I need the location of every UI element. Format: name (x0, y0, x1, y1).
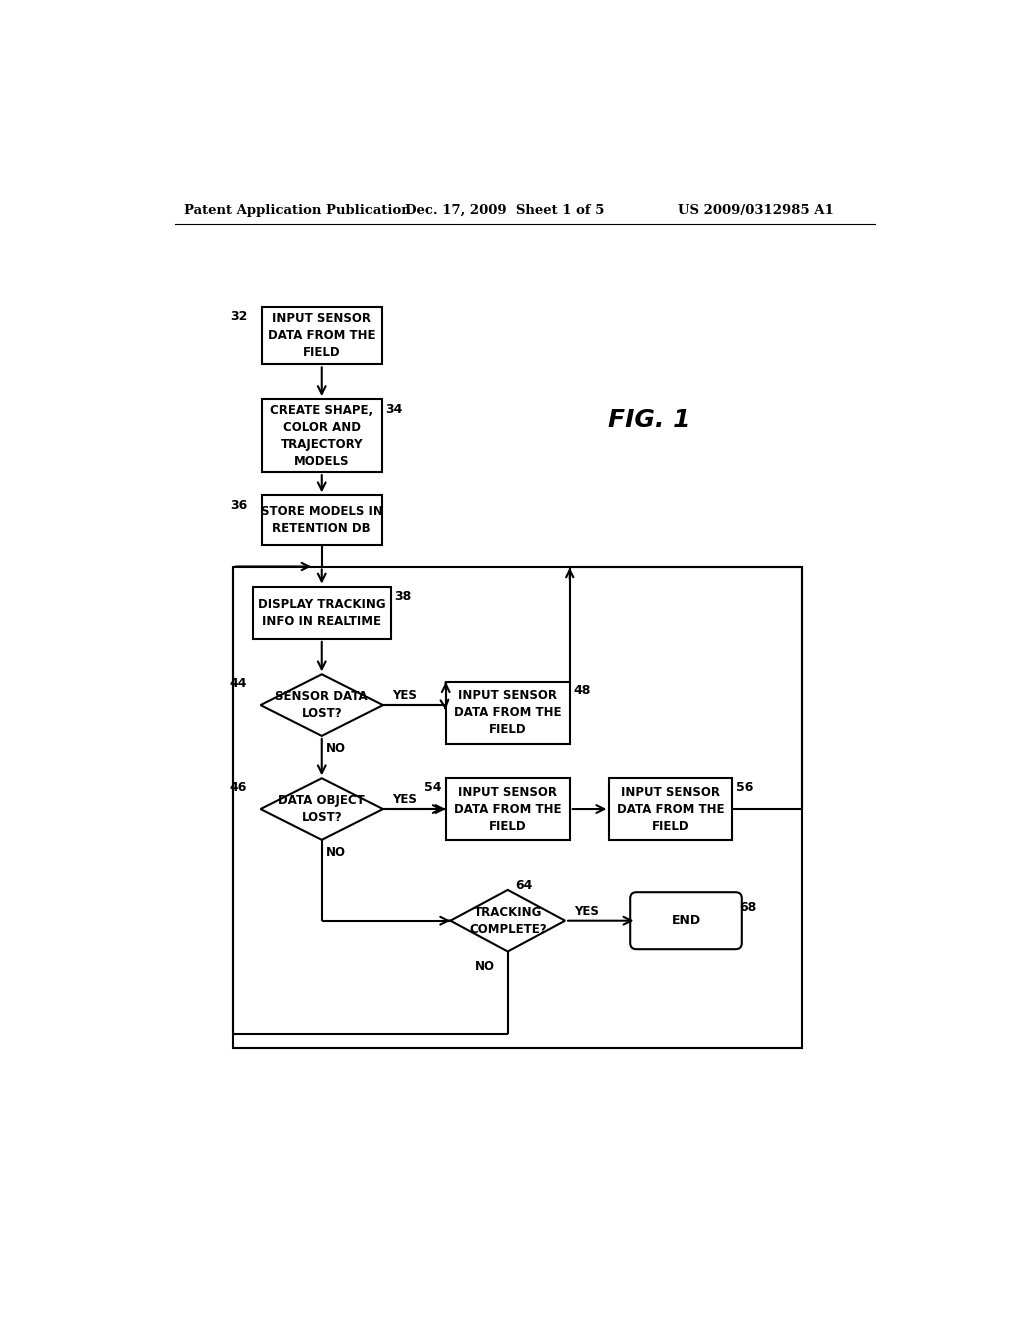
Text: NO: NO (474, 961, 495, 973)
Bar (445, 682, 569, 743)
Text: 32: 32 (230, 310, 248, 323)
Bar (262, 399, 382, 473)
Text: INPUT SENSOR
DATA FROM THE
FIELD: INPUT SENSOR DATA FROM THE FIELD (268, 312, 376, 359)
Bar (262, 306, 382, 364)
Bar (609, 779, 732, 840)
Text: DISPLAY TRACKING
INFO IN REALTIME: DISPLAY TRACKING INFO IN REALTIME (258, 598, 386, 628)
Text: 46: 46 (229, 780, 247, 793)
Text: CREATE SHAPE,
COLOR AND
TRAJECTORY
MODELS: CREATE SHAPE, COLOR AND TRAJECTORY MODEL… (270, 404, 374, 467)
Text: 64: 64 (515, 879, 532, 892)
Text: 68: 68 (739, 900, 757, 913)
Text: 34: 34 (386, 403, 403, 416)
Text: SENSOR DATA
LOST?: SENSOR DATA LOST? (275, 690, 368, 721)
Text: NO: NO (326, 846, 346, 859)
Text: 38: 38 (394, 590, 412, 603)
Text: 48: 48 (573, 684, 591, 697)
Text: YES: YES (574, 906, 599, 917)
FancyBboxPatch shape (630, 892, 741, 949)
Text: STORE MODELS IN
RETENTION DB: STORE MODELS IN RETENTION DB (261, 506, 383, 536)
Text: 56: 56 (735, 780, 753, 793)
Text: NO: NO (326, 742, 346, 755)
Bar (262, 495, 382, 545)
Polygon shape (260, 675, 383, 737)
Text: INPUT SENSOR
DATA FROM THE
FIELD: INPUT SENSOR DATA FROM THE FIELD (454, 689, 561, 737)
Text: 36: 36 (230, 499, 248, 512)
Text: 44: 44 (229, 677, 247, 689)
Bar (232, 566, 802, 1048)
Text: YES: YES (392, 793, 417, 807)
Text: Patent Application Publication: Patent Application Publication (183, 205, 411, 218)
Text: INPUT SENSOR
DATA FROM THE
FIELD: INPUT SENSOR DATA FROM THE FIELD (454, 785, 561, 833)
Text: 54: 54 (424, 780, 442, 793)
Text: END: END (672, 915, 700, 927)
Bar (445, 779, 569, 840)
Text: YES: YES (392, 689, 417, 702)
Bar (253, 586, 391, 639)
Text: TRACKING
COMPLETE?: TRACKING COMPLETE? (469, 906, 547, 936)
Polygon shape (451, 890, 565, 952)
Text: Dec. 17, 2009  Sheet 1 of 5: Dec. 17, 2009 Sheet 1 of 5 (406, 205, 605, 218)
Polygon shape (260, 779, 383, 840)
Text: INPUT SENSOR
DATA FROM THE
FIELD: INPUT SENSOR DATA FROM THE FIELD (616, 785, 724, 833)
Text: US 2009/0312985 A1: US 2009/0312985 A1 (678, 205, 834, 218)
Text: DATA OBJECT
LOST?: DATA OBJECT LOST? (279, 795, 366, 824)
Text: FIG. 1: FIG. 1 (608, 408, 691, 432)
